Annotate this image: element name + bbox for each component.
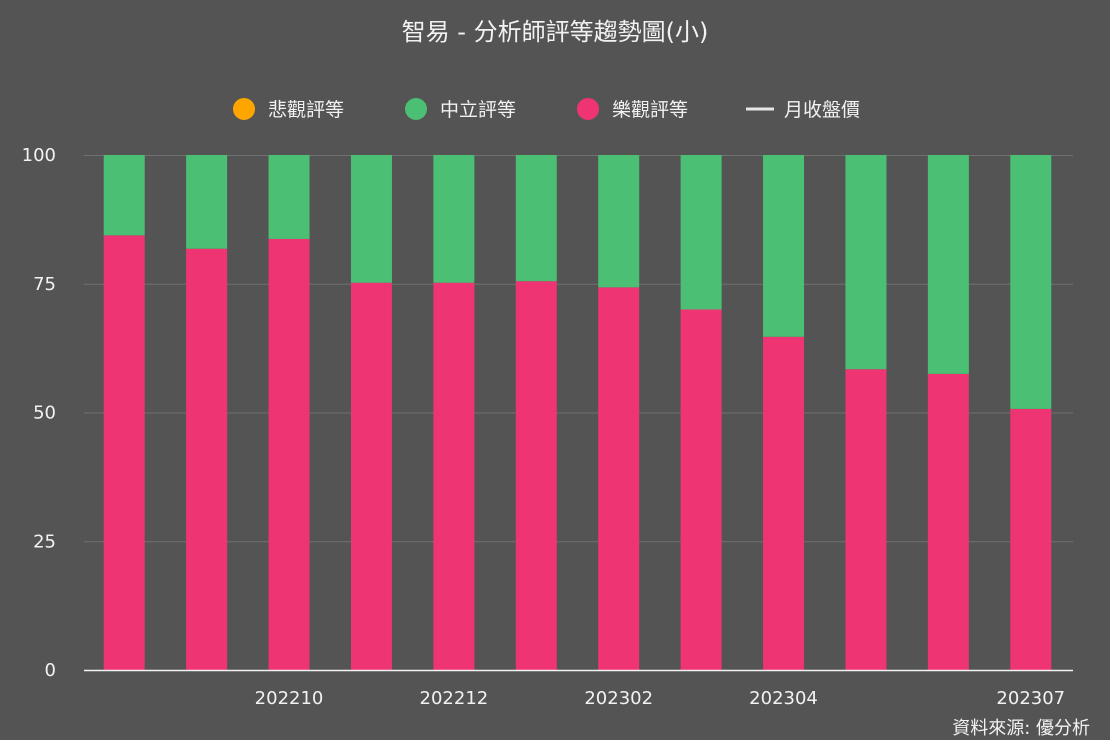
legend: 悲觀評等 中立評等 樂觀評等 月收盤價: [233, 98, 860, 121]
bar-neutral-202301: [515, 155, 557, 282]
bar-neutral-202209: [186, 155, 228, 249]
y-tick-label: 25: [33, 531, 56, 552]
legend-item[interactable]: 月收盤價: [746, 99, 860, 121]
legend-label: 中立評等: [440, 99, 516, 121]
bar-optimistic-202210: [268, 238, 310, 670]
bar-optimistic-202209: [186, 248, 228, 671]
source-text: 資料來源: 優分析: [952, 718, 1090, 739]
legend-label: 樂觀評等: [612, 99, 688, 121]
bar-optimistic-202304: [763, 336, 805, 670]
bar-optimistic-202306: [927, 373, 969, 670]
bar-neutral-202306: [927, 155, 969, 374]
bars: [103, 155, 1052, 671]
x-tick-label: 202302: [584, 688, 653, 709]
bar-neutral-202303: [680, 155, 722, 310]
x-axis-ticks: 202210 202212 202302 202304 202307: [255, 688, 1065, 709]
legend-item[interactable]: 中立評等: [405, 98, 516, 121]
x-tick-label: 202212: [420, 688, 489, 709]
chart-title: 智易 - 分析師評等趨勢圖(小): [402, 18, 709, 46]
bar-optimistic-202303: [680, 309, 722, 670]
bar-neutral-202307: [1010, 155, 1052, 409]
gridlines: [84, 155, 1073, 543]
y-axis-ticks: 0 25 50 75 100: [22, 145, 56, 681]
bar-optimistic-202302: [598, 287, 640, 670]
bar-neutral-202211: [350, 155, 392, 283]
bar-neutral-202305: [845, 155, 887, 370]
legend-label: 月收盤價: [784, 99, 860, 121]
bar-optimistic-202305: [845, 369, 887, 670]
legend-label: 悲觀評等: [268, 99, 344, 121]
legend-dot-marker: [577, 98, 599, 120]
bar-optimistic-202307: [1010, 408, 1052, 670]
bar-neutral-202302: [598, 155, 640, 288]
bar-neutral-202212: [433, 155, 475, 283]
bar-optimistic-202211: [350, 282, 392, 670]
legend-item[interactable]: 樂觀評等: [577, 98, 688, 121]
bar-neutral-202210: [268, 155, 310, 239]
y-tick-label: 75: [33, 274, 56, 295]
bar-neutral-202208: [103, 155, 145, 236]
legend-dot-marker: [233, 98, 255, 120]
legend-item[interactable]: 悲觀評等: [233, 98, 344, 121]
y-tick-label: 0: [45, 660, 56, 681]
bar-optimistic-202301: [515, 281, 557, 670]
y-tick-label: 100: [22, 145, 56, 166]
x-tick-label: 202307: [996, 688, 1065, 709]
y-tick-label: 50: [33, 403, 56, 424]
bar-optimistic-202208: [103, 235, 145, 670]
x-tick-label: 202304: [749, 688, 818, 709]
bar-neutral-202304: [763, 155, 805, 337]
bar-optimistic-202212: [433, 282, 475, 670]
legend-dot-marker: [405, 98, 427, 120]
x-tick-label: 202210: [255, 688, 324, 709]
